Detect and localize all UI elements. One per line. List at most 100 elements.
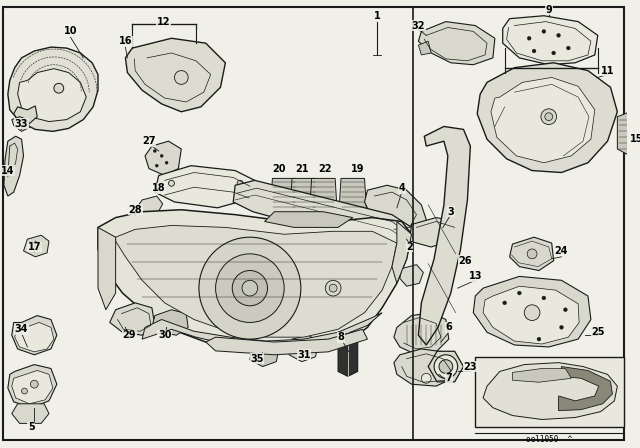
Circle shape [541, 109, 557, 125]
Text: 28: 28 [129, 205, 142, 215]
Circle shape [33, 242, 40, 250]
Polygon shape [394, 349, 456, 386]
Polygon shape [483, 362, 618, 419]
Text: 21: 21 [295, 164, 308, 174]
Circle shape [168, 181, 175, 186]
Text: 17: 17 [28, 242, 41, 252]
Circle shape [165, 161, 168, 164]
Polygon shape [513, 369, 572, 382]
Text: 7: 7 [445, 373, 452, 383]
Polygon shape [365, 185, 426, 237]
Circle shape [557, 33, 561, 37]
Text: 33: 33 [15, 119, 28, 129]
Polygon shape [343, 210, 363, 225]
Polygon shape [12, 116, 29, 131]
Text: 5: 5 [28, 422, 35, 432]
Text: 2: 2 [406, 242, 413, 252]
Text: 32: 32 [412, 21, 425, 30]
Text: 30: 30 [158, 330, 172, 340]
Polygon shape [109, 303, 155, 335]
Circle shape [156, 164, 158, 167]
Circle shape [537, 337, 541, 341]
Circle shape [527, 249, 537, 259]
Polygon shape [410, 218, 459, 247]
Polygon shape [419, 41, 431, 55]
Text: 11: 11 [601, 65, 614, 76]
Circle shape [175, 71, 188, 84]
Polygon shape [339, 178, 367, 210]
Text: 24: 24 [555, 246, 568, 256]
Polygon shape [8, 47, 98, 131]
Polygon shape [491, 78, 595, 163]
Circle shape [559, 325, 563, 329]
Polygon shape [419, 22, 495, 65]
Polygon shape [509, 237, 554, 271]
Polygon shape [394, 313, 449, 355]
Polygon shape [8, 365, 57, 408]
Circle shape [22, 388, 28, 394]
Polygon shape [559, 366, 612, 411]
Text: 23: 23 [463, 362, 477, 371]
Polygon shape [155, 166, 255, 208]
Circle shape [517, 291, 522, 295]
Polygon shape [24, 235, 49, 257]
Circle shape [160, 155, 163, 157]
Polygon shape [98, 210, 412, 352]
Polygon shape [289, 335, 319, 362]
Text: 4: 4 [398, 183, 405, 193]
Text: 29: 29 [123, 330, 136, 340]
Circle shape [566, 46, 570, 50]
Polygon shape [400, 265, 423, 286]
Circle shape [552, 51, 556, 55]
Polygon shape [15, 323, 54, 352]
Text: 15: 15 [630, 134, 640, 144]
Polygon shape [419, 126, 470, 345]
Polygon shape [142, 313, 382, 347]
Circle shape [545, 113, 553, 121]
Text: 10: 10 [64, 26, 77, 36]
Circle shape [237, 181, 243, 186]
Text: 13: 13 [468, 271, 482, 281]
Polygon shape [98, 228, 116, 310]
Circle shape [232, 271, 268, 306]
Polygon shape [206, 329, 367, 355]
Text: 25: 25 [591, 327, 605, 337]
Polygon shape [116, 225, 397, 337]
Polygon shape [135, 196, 163, 218]
Polygon shape [4, 136, 24, 196]
Text: oel1050  ^: oel1050 ^ [525, 435, 572, 444]
Circle shape [329, 284, 337, 292]
Polygon shape [264, 212, 353, 228]
Text: 1: 1 [374, 11, 381, 21]
Polygon shape [474, 276, 591, 347]
Circle shape [434, 355, 458, 378]
Text: 34: 34 [15, 324, 28, 334]
Polygon shape [338, 329, 358, 376]
Polygon shape [125, 38, 225, 112]
Polygon shape [483, 286, 579, 344]
Polygon shape [314, 210, 333, 225]
Polygon shape [428, 351, 463, 382]
Text: 27: 27 [142, 136, 156, 146]
Polygon shape [477, 63, 618, 172]
Polygon shape [153, 310, 188, 335]
Text: 35: 35 [250, 354, 264, 364]
Text: 18: 18 [152, 183, 166, 193]
Circle shape [242, 280, 258, 296]
Polygon shape [12, 315, 57, 355]
Polygon shape [271, 178, 298, 210]
Polygon shape [13, 106, 37, 124]
Circle shape [216, 254, 284, 323]
Text: 26: 26 [459, 256, 472, 266]
Polygon shape [12, 404, 49, 423]
Text: 31: 31 [297, 350, 310, 360]
Polygon shape [145, 141, 181, 176]
Text: 8: 8 [337, 332, 344, 342]
Circle shape [542, 30, 546, 33]
Circle shape [199, 237, 301, 339]
Polygon shape [250, 341, 279, 366]
Polygon shape [290, 178, 317, 210]
Polygon shape [310, 178, 337, 210]
Polygon shape [502, 16, 598, 65]
Text: 3: 3 [447, 207, 454, 217]
